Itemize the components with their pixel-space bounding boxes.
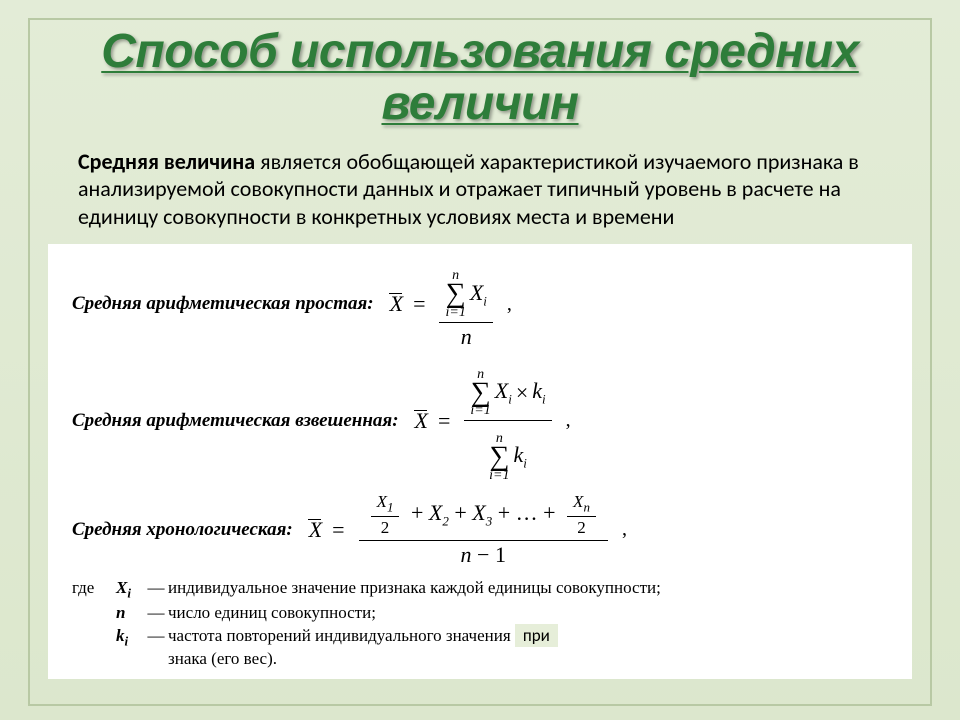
overlay-word: при [515, 624, 558, 647]
slide: Способ использования средних величин Сре… [0, 0, 960, 720]
formula-label: Средняя хронологическая: [72, 519, 293, 541]
definition-row: n — число единиц совокупности; [72, 602, 894, 625]
formula-eq: X= X12 + X2 + X3 + … + Xn2 n − 1 , [307, 493, 627, 568]
where-label: где [72, 577, 116, 600]
formula-row-weighted-mean: Средняя арифметическая взвешенная: X= n∑… [72, 359, 894, 483]
intro-lead: Средняя величина [78, 148, 255, 175]
formula-trailing: , [622, 518, 627, 541]
formula-label: Средняя арифметическая взвешенная: [72, 410, 399, 432]
def-text: индивидуальное значение признака каждой … [168, 577, 894, 600]
formula-label: Средняя арифметическая простая: [72, 293, 374, 315]
definition-row: где Xi — индивидуальное значение признак… [72, 577, 894, 602]
formula-eq: X= n∑i=1 Xi×ki n∑i=1 ki [413, 359, 571, 483]
def-symbol: Xi [116, 577, 144, 602]
definitions-block: где Xi — индивидуальное значение признак… [72, 577, 894, 671]
formula-eq: X= n∑i=1 Xi n , [388, 260, 512, 349]
intro-paragraph: Средняя величина является обобщающей хар… [30, 130, 930, 231]
formula-row-simple-mean: Средняя арифметическая простая: X= n∑i=1… [72, 260, 894, 349]
formula-trailing: , [566, 409, 571, 432]
slide-frame: Способ использования средних величин Сре… [28, 18, 932, 706]
def-symbol: ki [116, 625, 144, 650]
formula-box: Средняя арифметическая простая: X= n∑i=1… [48, 244, 912, 679]
formula-trailing: , [507, 293, 512, 316]
def-text: частота повторений индивидуального значе… [168, 625, 894, 671]
def-text: число единиц совокупности; [168, 602, 894, 625]
def-symbol: n [116, 602, 144, 625]
definition-row: ki — частота повторений индивидуального … [72, 625, 894, 671]
formula-row-chronological-mean: Средняя хронологическая: X= X12 + X2 + X… [72, 493, 894, 568]
slide-title: Способ использования средних величин [30, 20, 930, 130]
